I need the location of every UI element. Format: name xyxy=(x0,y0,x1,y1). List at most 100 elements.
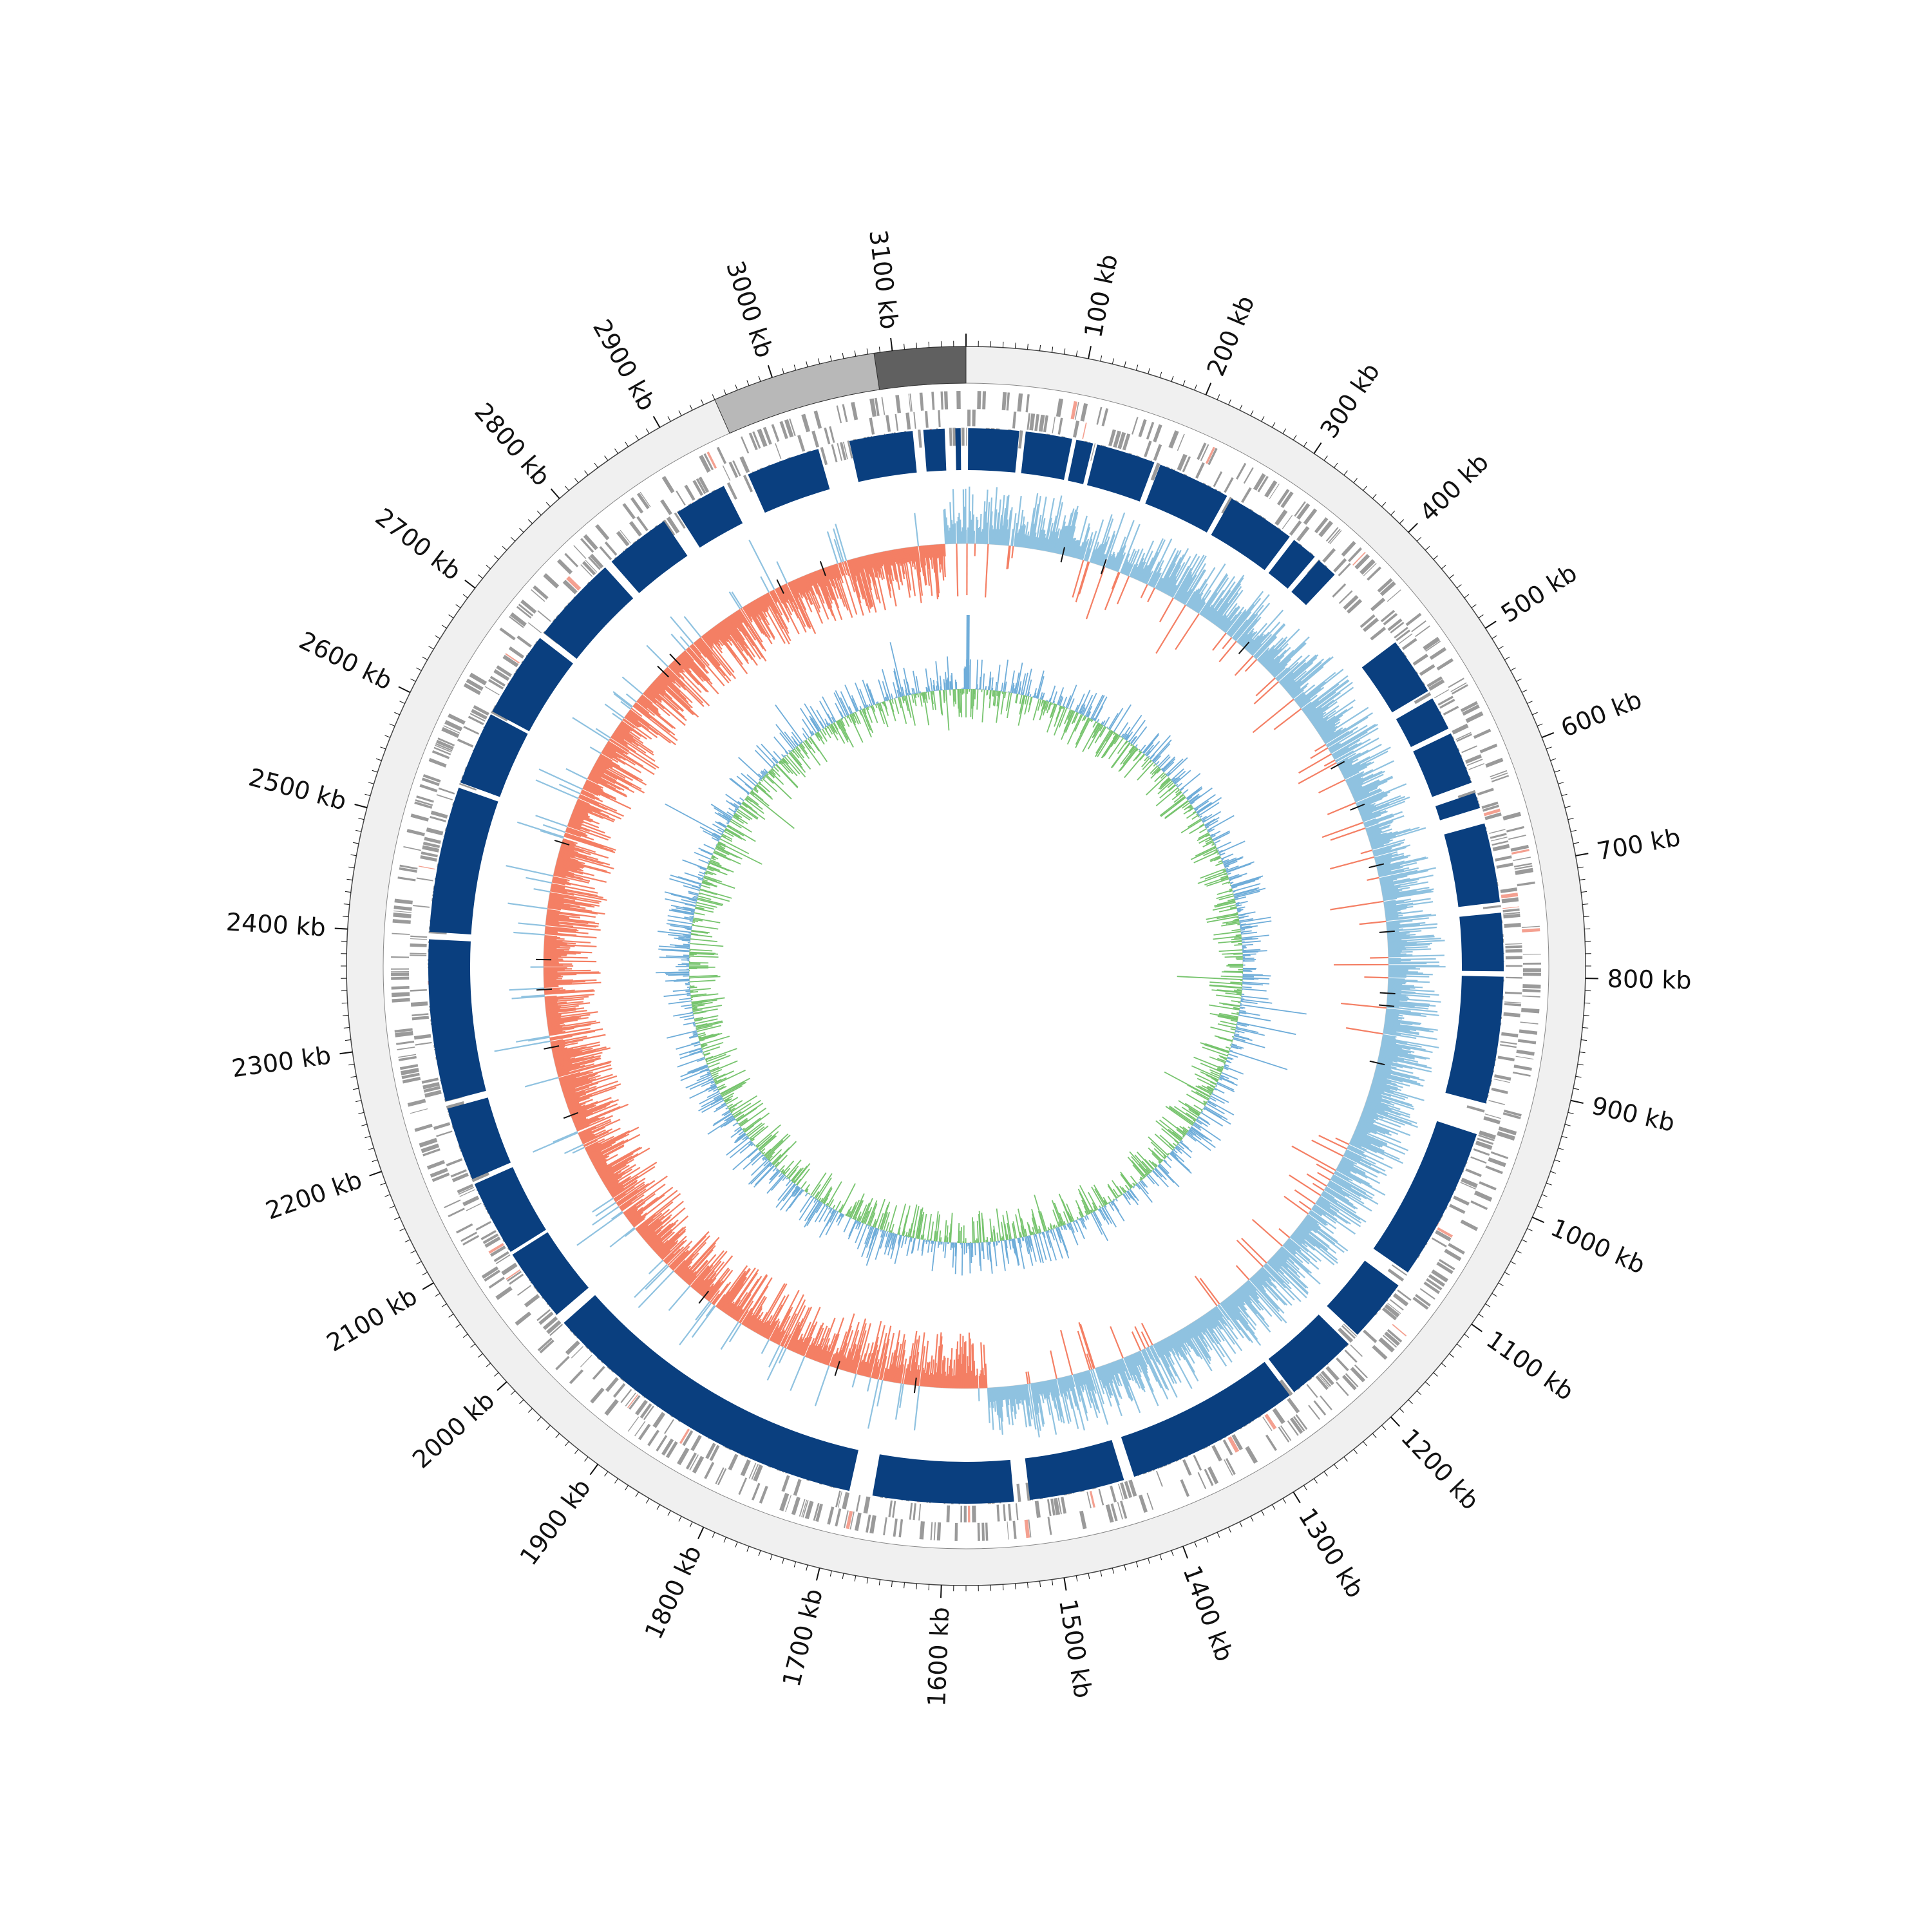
skew-bar xyxy=(556,1065,585,1074)
skew-bar xyxy=(599,754,621,768)
skew-bar xyxy=(1385,909,1401,913)
skew-bar xyxy=(555,1055,601,1068)
skew-bar xyxy=(628,710,672,744)
cds-feature xyxy=(1484,812,1502,820)
content-bar xyxy=(1195,846,1217,857)
skew-bar xyxy=(1305,691,1336,715)
content-bar xyxy=(1209,834,1211,837)
skew-bar xyxy=(900,548,905,564)
skew-bar xyxy=(597,758,614,768)
skew-bar xyxy=(1374,853,1393,860)
skew-bar xyxy=(1327,1184,1346,1197)
skew-bar xyxy=(1241,632,1253,647)
content-bar xyxy=(1224,857,1243,866)
skew-bar xyxy=(997,529,1000,545)
minor-tick xyxy=(416,1261,422,1265)
skew-bar xyxy=(569,1101,598,1113)
skew-bar xyxy=(719,621,749,662)
cds-feature xyxy=(1086,1492,1092,1509)
skew-bar xyxy=(730,614,761,660)
block-segment-12 xyxy=(1444,823,1501,907)
skew-bar xyxy=(695,1301,710,1321)
content-bar xyxy=(1186,1132,1211,1151)
cds-feature xyxy=(740,436,750,454)
skew-bar xyxy=(854,558,871,613)
cds-feature xyxy=(1490,770,1508,778)
minor-tick xyxy=(1581,1039,1587,1041)
cds-feature xyxy=(484,1269,500,1282)
cds-feature xyxy=(509,1273,524,1285)
skew-bar xyxy=(1236,1239,1264,1267)
skew-bar xyxy=(561,844,584,853)
skew-bar xyxy=(1243,1283,1273,1317)
skew-bar xyxy=(997,1387,1001,1418)
cds-feature xyxy=(1468,763,1485,770)
skew-bar xyxy=(830,565,846,607)
skew-bar xyxy=(878,552,884,567)
cds-feature xyxy=(1336,1381,1349,1396)
skew-bar xyxy=(545,1001,584,1007)
cds-feature xyxy=(520,600,537,614)
skew-bar xyxy=(1361,1112,1401,1128)
cds-feature xyxy=(517,1285,532,1296)
skew-bar xyxy=(999,495,1005,545)
cds-feature xyxy=(448,713,466,725)
skew-bar xyxy=(550,889,607,901)
skew-bar xyxy=(605,1179,619,1188)
skew-bar xyxy=(1294,684,1316,702)
content-bar xyxy=(1154,1168,1158,1172)
skew-bar xyxy=(1378,1056,1432,1069)
skew-bar xyxy=(929,1372,933,1387)
skew-bar xyxy=(1197,1318,1215,1343)
cds-feature xyxy=(1426,1278,1443,1291)
cds-feature xyxy=(898,1519,904,1538)
skew-bar xyxy=(1340,764,1353,772)
skew-bar xyxy=(1365,820,1394,831)
skew-bar xyxy=(929,545,933,569)
cds-feature xyxy=(977,391,981,410)
skew-bar xyxy=(547,1022,564,1027)
skew-bar xyxy=(1009,1386,1014,1412)
skew-bar xyxy=(1338,1164,1351,1172)
skew-bar xyxy=(560,1072,598,1085)
skew-bar xyxy=(575,1117,600,1129)
cds-feature xyxy=(422,845,439,853)
skew-bar xyxy=(1201,1316,1215,1334)
skew-bar xyxy=(1259,1269,1272,1282)
skew-bar xyxy=(1353,787,1378,799)
cds-feature xyxy=(469,672,488,686)
cds-feature xyxy=(664,1419,674,1434)
skew-bar xyxy=(1387,923,1438,929)
cds-feature xyxy=(775,443,782,460)
content-bar xyxy=(1048,702,1052,710)
skew-bar xyxy=(1081,538,1090,560)
skew-bar xyxy=(761,596,769,607)
skew-bar xyxy=(719,1267,750,1311)
skew-bar xyxy=(1139,1350,1148,1368)
skew-bar xyxy=(1373,1076,1392,1083)
skew-bar xyxy=(546,916,595,923)
cds-feature xyxy=(1338,1327,1354,1343)
skew-bar xyxy=(544,947,557,949)
skew-bar xyxy=(1387,927,1399,931)
cds-feature xyxy=(410,1001,428,1007)
skew-bar xyxy=(748,540,775,590)
skew-bar xyxy=(1382,1035,1396,1039)
cds-feature xyxy=(1080,402,1088,422)
cds-feature xyxy=(489,676,506,687)
minor-tick xyxy=(1567,818,1574,820)
content-bar xyxy=(1217,1067,1223,1071)
cds-feature xyxy=(933,1522,936,1540)
skew-bar xyxy=(811,572,825,604)
skew-bar xyxy=(895,1383,902,1420)
skew-bar xyxy=(524,1077,559,1088)
skew-bar xyxy=(545,929,589,934)
skew-bar xyxy=(1283,1244,1296,1255)
skew-bar xyxy=(1228,604,1255,636)
skew-bar xyxy=(554,867,569,873)
skew-bar xyxy=(606,743,644,768)
cds-feature xyxy=(1490,1151,1509,1159)
skew-bar xyxy=(838,1355,845,1370)
skew-bar xyxy=(547,911,580,917)
skew-bar xyxy=(629,710,650,726)
